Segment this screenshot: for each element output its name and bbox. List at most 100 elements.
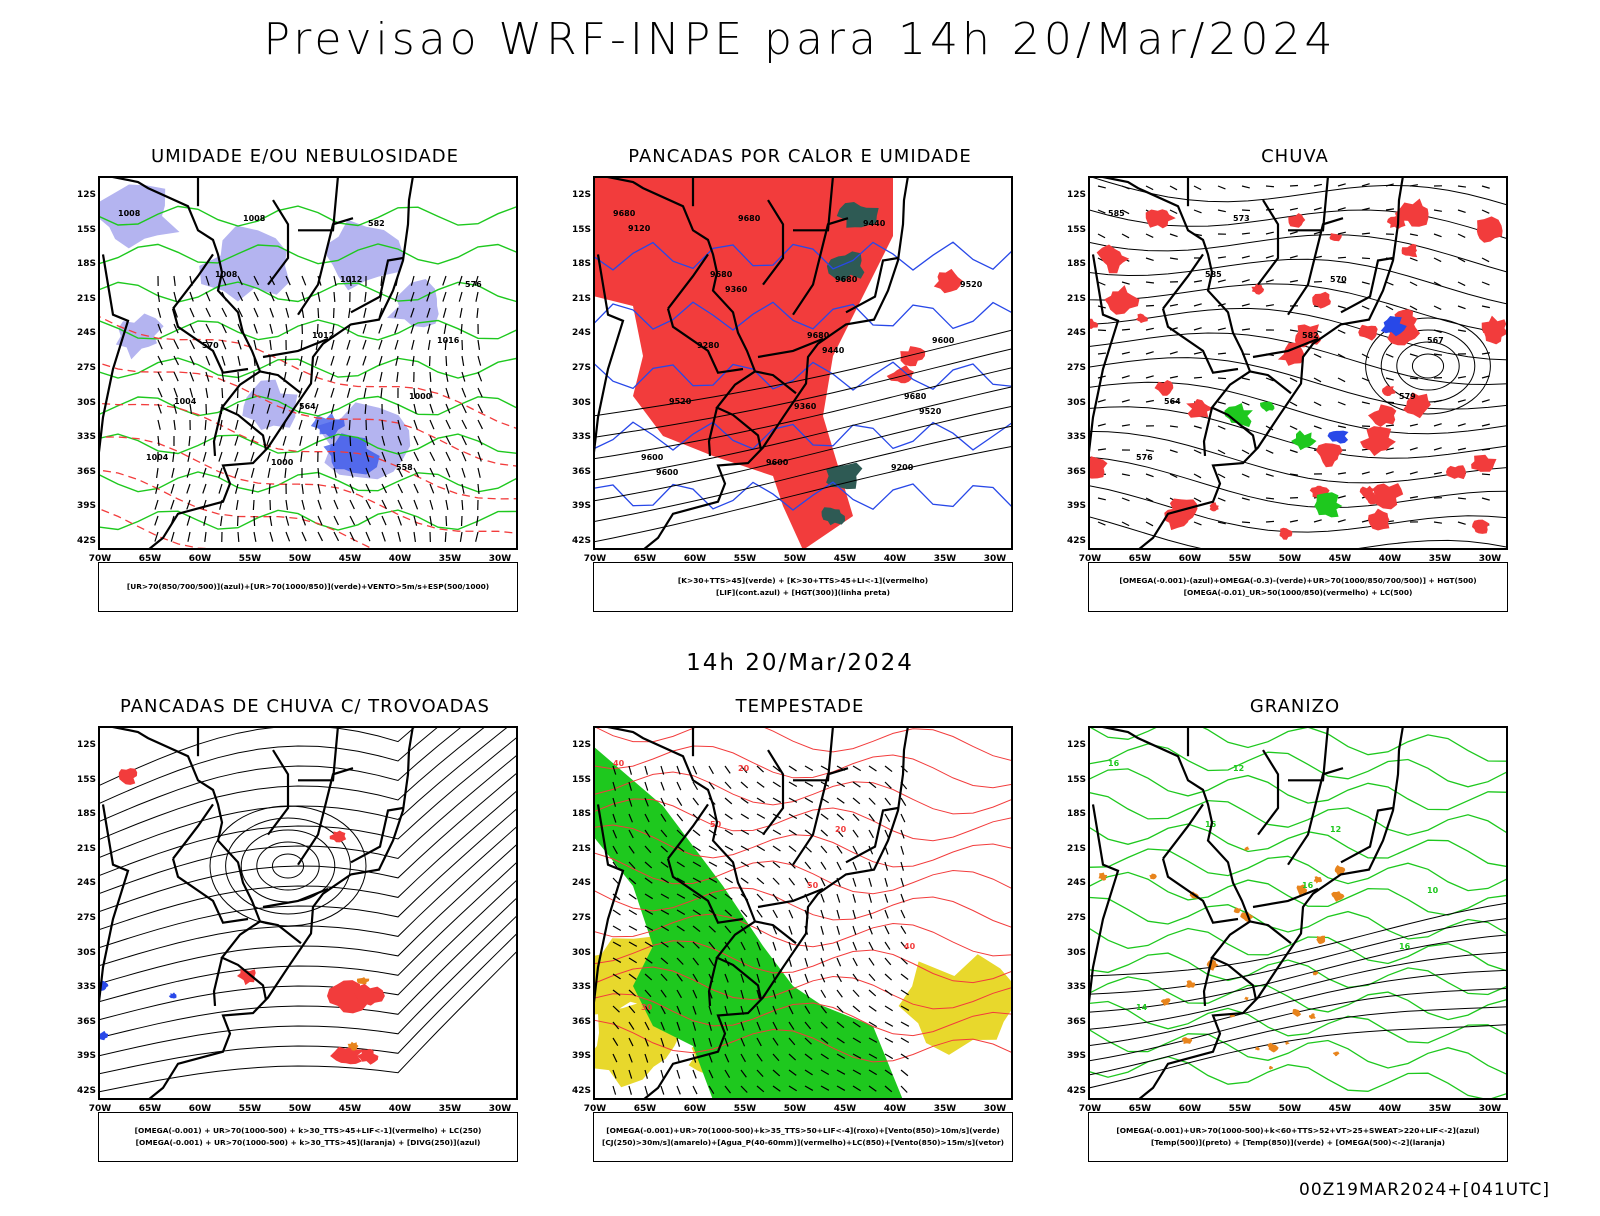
wind-vector <box>1410 378 1418 379</box>
wind-vector <box>302 484 303 494</box>
wind-vector <box>1482 210 1489 213</box>
rain-area-red <box>1251 284 1264 295</box>
wind-vector <box>380 372 382 382</box>
rain-area-red <box>1280 528 1293 540</box>
wind-vector <box>1146 258 1154 260</box>
wind-vector <box>1194 352 1202 354</box>
contour-label: 20 <box>738 764 750 773</box>
wind-vector <box>174 372 178 381</box>
wind-vector <box>221 516 222 526</box>
panel-title: CHUVA <box>1060 146 1530 167</box>
wind-vector <box>1362 354 1369 358</box>
wind-vector <box>1170 234 1178 237</box>
wind-vector <box>363 324 366 334</box>
contour-label: 40 <box>613 759 625 768</box>
wind-vector <box>395 324 398 333</box>
wind-vector <box>773 830 781 835</box>
lat-tick-label: 36S <box>1058 467 1086 477</box>
wind-vector <box>1482 258 1489 262</box>
wind-vector <box>222 388 223 398</box>
wind-vector <box>1218 328 1226 330</box>
wind-vector <box>1146 305 1154 306</box>
wind-vector <box>869 878 871 887</box>
omega-area-orange <box>1269 1066 1273 1070</box>
wind-vector <box>1386 354 1393 357</box>
wind-vector <box>1338 330 1345 333</box>
wind-vector <box>1194 328 1202 330</box>
wind-vector <box>318 532 322 541</box>
wind-vector <box>236 404 238 414</box>
wind-vector <box>398 500 402 509</box>
lat-tick-label: 33S <box>563 432 591 442</box>
wind-vector <box>853 878 856 887</box>
wind-vector <box>869 830 873 838</box>
wind-vector <box>331 356 334 366</box>
wind-vector <box>1482 186 1490 188</box>
wind-vector <box>155 516 158 525</box>
wind-vector <box>805 782 813 786</box>
wind-vector <box>1338 208 1346 210</box>
wind-vector <box>773 878 779 884</box>
wind-vector <box>821 862 826 870</box>
wind-vector <box>789 926 792 934</box>
wind-vector <box>741 846 749 850</box>
contour-label: 12 <box>1330 825 1341 834</box>
wind-vector <box>869 798 875 804</box>
wind-vector <box>1122 352 1130 354</box>
temp-500-contour <box>1088 935 1508 1012</box>
contour-label: 30 <box>641 1003 653 1012</box>
wind-vector <box>190 356 194 365</box>
contour-label: 1008 <box>118 209 141 218</box>
wind-vector <box>446 484 449 494</box>
wind-vector <box>478 452 481 461</box>
border-line <box>214 958 222 1006</box>
wind-vector <box>1122 425 1130 426</box>
wind-vector <box>443 292 446 302</box>
wind-vector <box>395 340 398 350</box>
wind-vector <box>1170 258 1178 259</box>
lat-tick-label: 42S <box>563 1086 591 1096</box>
wind-vector <box>645 782 648 791</box>
wind-vector <box>725 846 733 850</box>
wind-vector <box>677 798 682 806</box>
wind-vector <box>397 372 398 382</box>
border-line <box>260 921 301 943</box>
lat-tick-label: 36S <box>1058 1017 1086 1027</box>
wind-vector <box>301 452 302 462</box>
wind-vector <box>885 974 892 980</box>
wind-vector <box>1122 474 1130 476</box>
border-line <box>173 804 213 858</box>
wind-vector <box>1434 448 1442 450</box>
wind-vector <box>1362 282 1370 284</box>
wind-vector <box>332 404 334 414</box>
temp-850-contour <box>1088 1057 1508 1100</box>
streamline-250 <box>98 808 518 948</box>
contour-label: 16 <box>1399 942 1411 951</box>
wind-vector <box>158 356 163 365</box>
wind-vector <box>853 782 860 787</box>
lat-tick-label: 27S <box>563 363 591 373</box>
lat-tick-label: 21S <box>68 844 96 854</box>
lat-tick-label: 24S <box>563 328 591 338</box>
contour-label: 10 <box>1427 886 1439 895</box>
wind-vector <box>382 532 385 541</box>
wind-vector <box>885 814 890 822</box>
wind-vector <box>1194 304 1202 306</box>
wind-vector <box>837 910 839 919</box>
wind-vector <box>1290 281 1298 282</box>
wind-vector <box>174 388 177 397</box>
wind-vector <box>460 308 462 318</box>
wind-vector <box>837 926 839 935</box>
wind-vector <box>629 910 637 915</box>
wind-vector <box>206 308 210 317</box>
wind-vector <box>1242 522 1250 523</box>
wind-vector <box>1410 234 1418 236</box>
legend-line: [OMEGA(-0.001) + UR>70(1000-500) + k>30_… <box>99 1137 517 1149</box>
border-line <box>263 889 328 907</box>
lat-tick-label: 42S <box>1058 536 1086 546</box>
wind-vector <box>254 308 258 317</box>
wind-vector <box>188 532 190 542</box>
wind-vector <box>853 814 859 821</box>
wind-vector <box>462 388 466 397</box>
